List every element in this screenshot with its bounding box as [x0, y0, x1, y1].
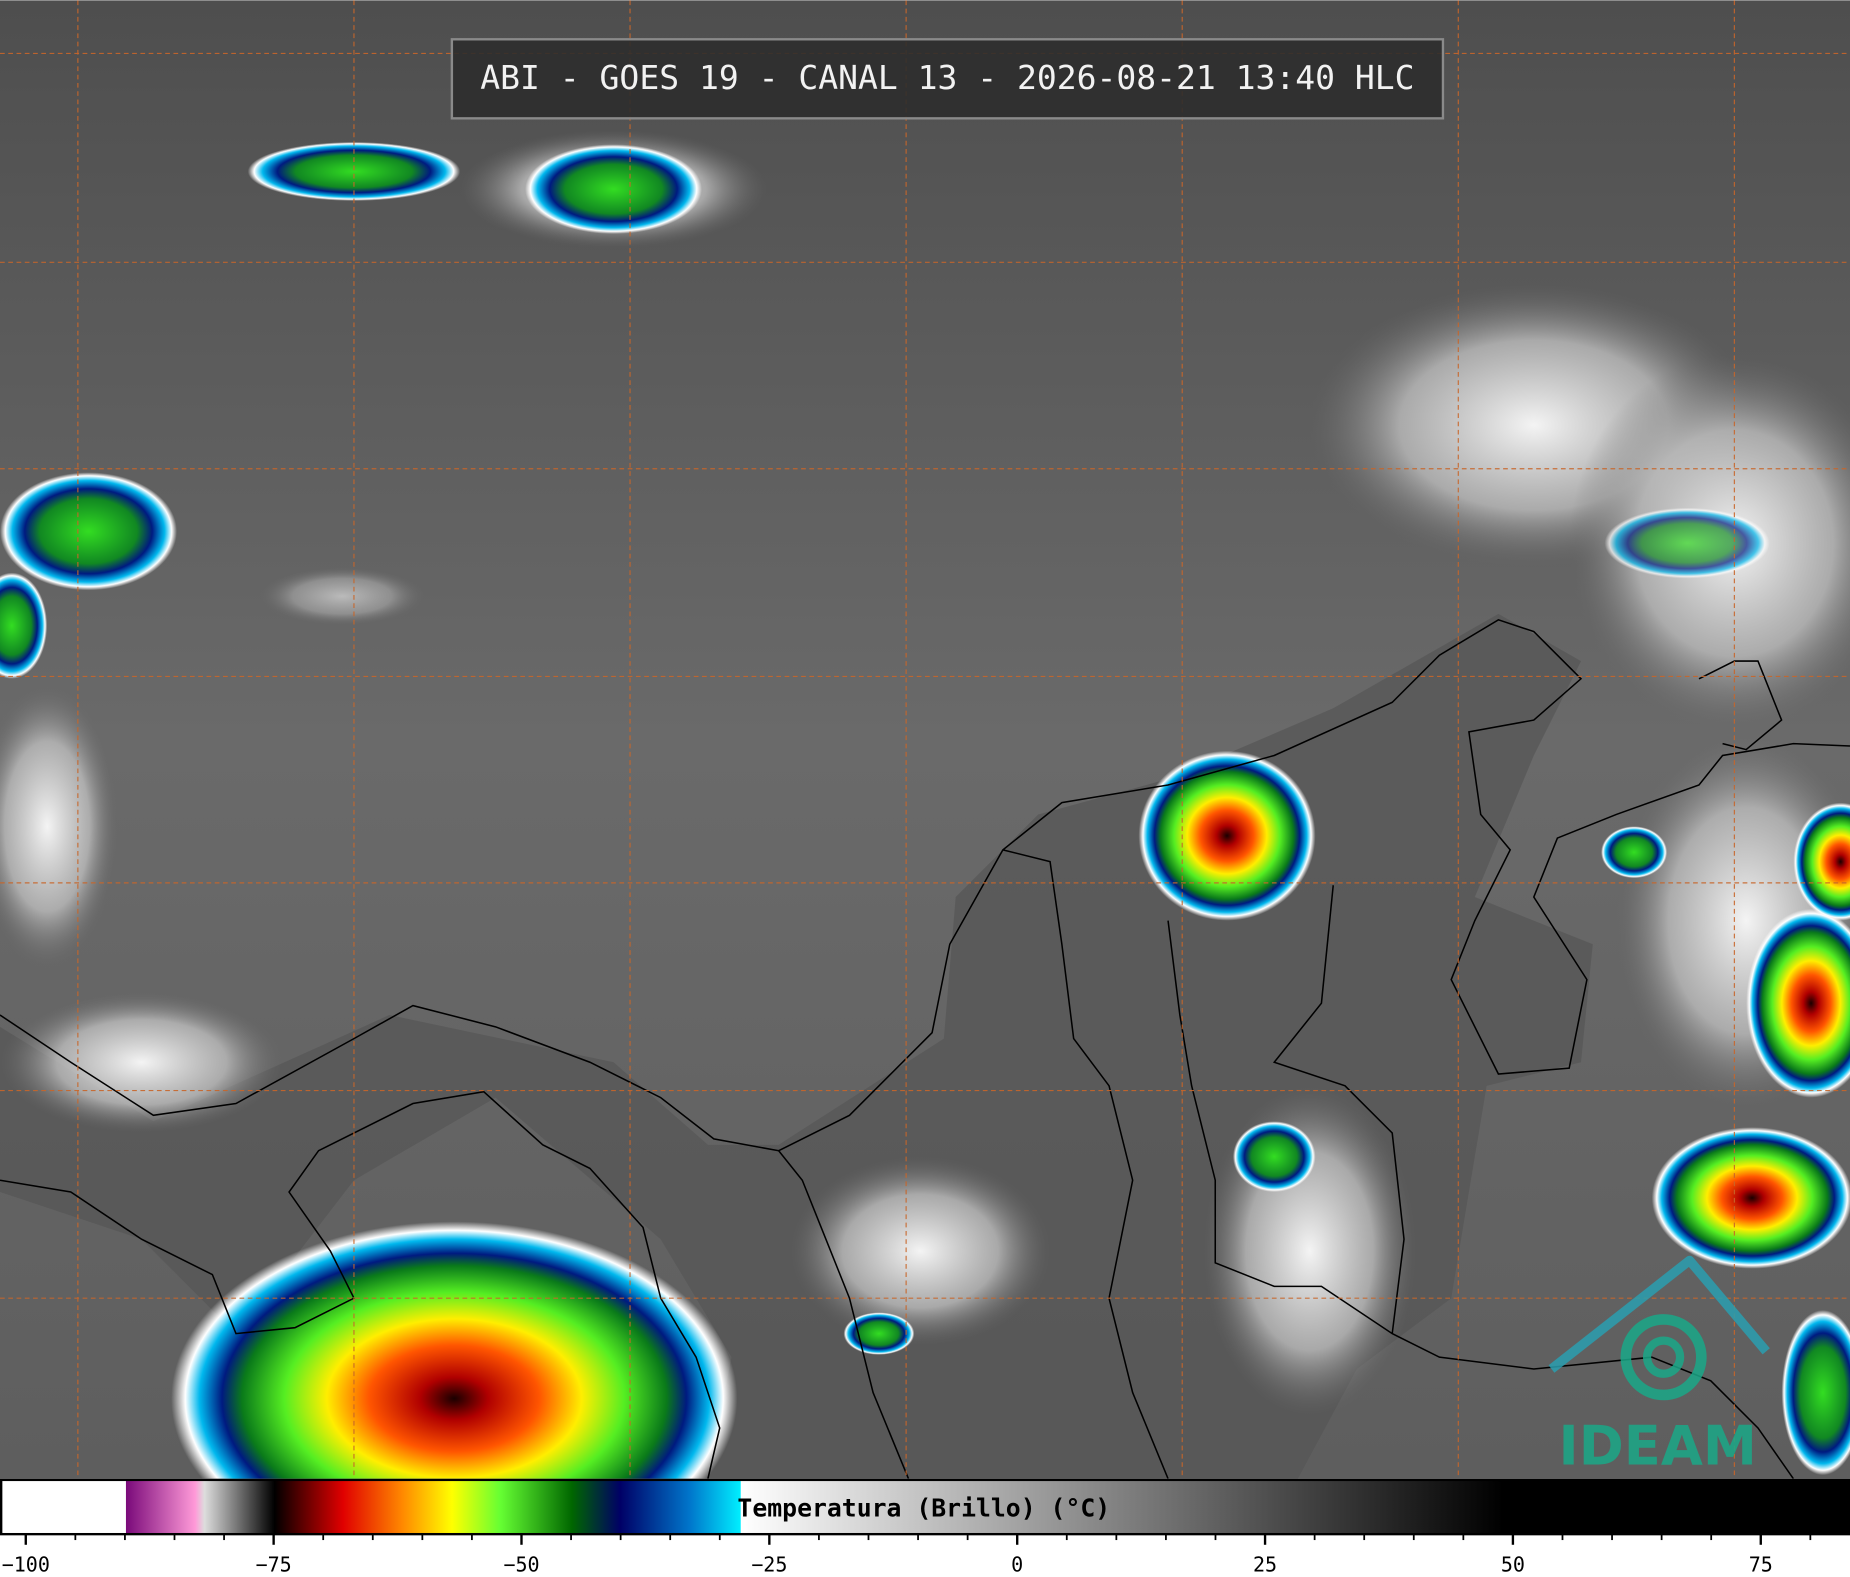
- title: ABI - GOES 19 - CANAL 13 - 2026-08-21 13…: [480, 58, 1414, 97]
- grid: [0, 0, 1850, 1479]
- logo-text: IDEAM: [1559, 1414, 1757, 1477]
- colorbar: [0, 1478, 1850, 1536]
- tick-label: 50: [1501, 1553, 1525, 1577]
- tick-label: 0: [1011, 1553, 1023, 1577]
- tick-label: −25: [751, 1553, 787, 1577]
- tick-label: 75: [1749, 1553, 1773, 1577]
- title-box: [450, 38, 1445, 120]
- colorbar-ticks: −100 −75 −50 −25 0 25 50 75: [2, 1534, 1812, 1577]
- logo: IDEAM: [1548, 1255, 1770, 1477]
- colorbar-label: Temperatura (Brillo) (°C): [737, 1493, 1110, 1522]
- tick-label: −75: [256, 1553, 292, 1577]
- tick-label: 25: [1253, 1553, 1277, 1577]
- tick-label: −100: [2, 1553, 50, 1577]
- tick-label: −50: [503, 1553, 539, 1577]
